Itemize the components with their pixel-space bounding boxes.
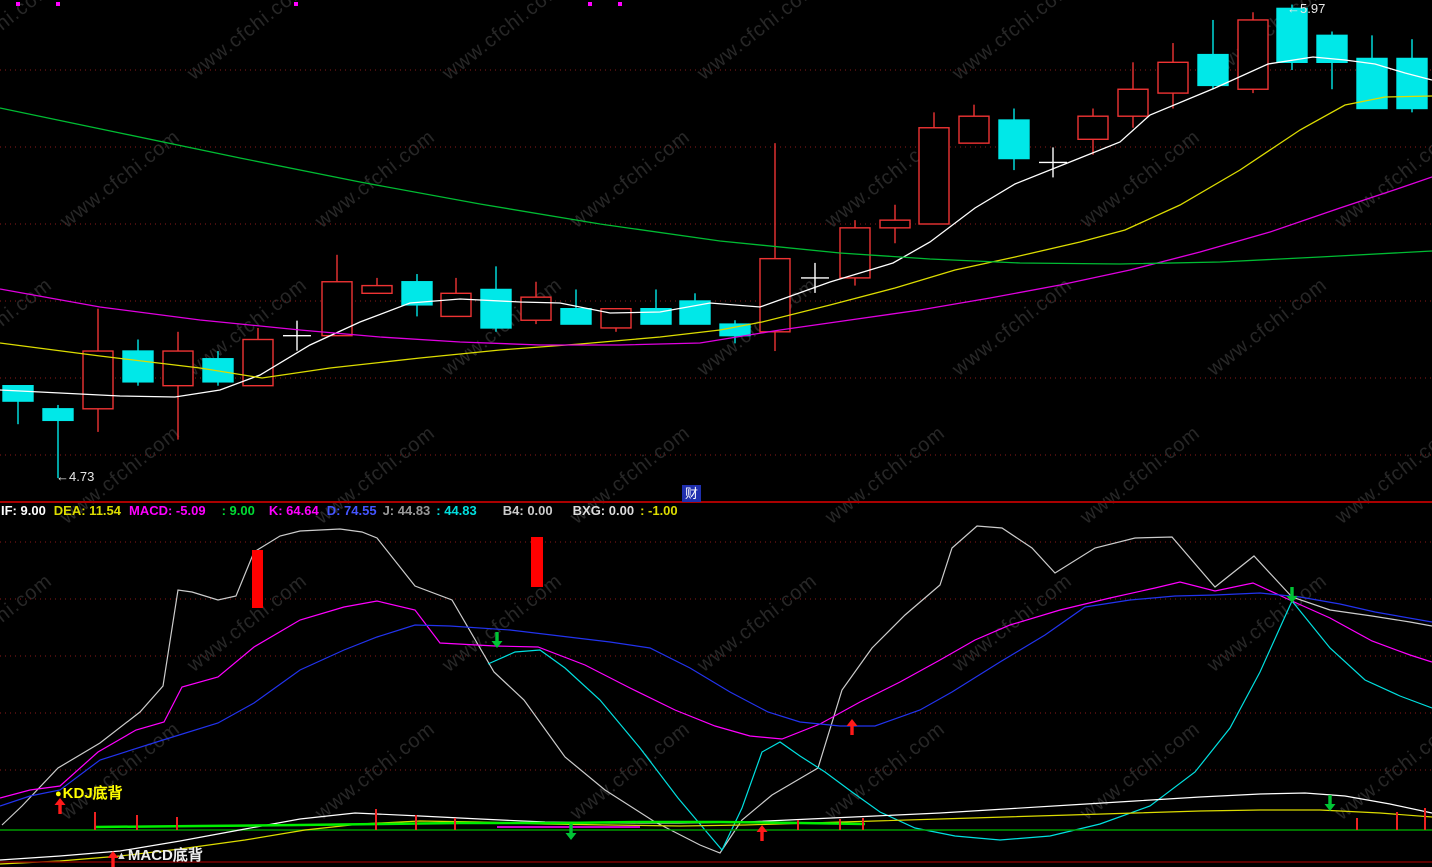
candle-down: [1396, 57, 1428, 110]
macd-divergence-label: ▲MACD底背: [116, 844, 203, 865]
k-line: [0, 581, 1432, 799]
up-arrow-icon: [846, 719, 858, 735]
ma-line-yellow: [0, 95, 1432, 379]
candle-down: [2, 385, 34, 402]
indicator-value-row: IF: 9.00 DEA: 11.54 MACD: -5.09 : 9.00 K: 64…: [1, 503, 678, 520]
candle-up: [361, 284, 393, 295]
candle-up: [520, 296, 552, 321]
indicator-value: MACD: -5.09: [129, 503, 206, 518]
candle-down: [480, 288, 512, 329]
up-arrow-icon: [54, 798, 66, 814]
candle-up: [600, 308, 632, 329]
candle-down: [998, 119, 1030, 160]
ma-line-magenta: [0, 176, 1432, 346]
indicator-value: DEA: 11.54: [53, 503, 121, 518]
indicator-value: : -1.00: [640, 503, 678, 518]
up-arrow-icon: [107, 851, 119, 867]
indicator-value: D: 74.55: [326, 503, 377, 518]
candle-up: [440, 292, 472, 318]
candle-down: [719, 323, 751, 337]
candle-down: [42, 408, 74, 422]
candle-up: [918, 127, 950, 225]
candle-up: [958, 115, 990, 144]
candle-down: [1316, 34, 1348, 63]
candle-down: [1197, 53, 1229, 87]
top-marker-dot: [294, 2, 298, 6]
signal-bar: [252, 550, 263, 608]
ma-line-green: [0, 107, 1432, 265]
price-low-label: ←4.73: [56, 469, 95, 484]
indicator-value: IF: 9.00: [1, 503, 46, 518]
indicator-value: B4: 0.00: [502, 503, 553, 518]
down-arrow-icon: [491, 632, 503, 648]
down-arrow-icon: [565, 824, 577, 840]
signal-bar: [531, 537, 543, 587]
down-arrow-icon: [1324, 795, 1336, 811]
top-marker-dot: [588, 2, 592, 6]
indicator-value: : 44.83: [436, 503, 477, 518]
green-energy-line: [94, 820, 866, 829]
macd-divergence-text: MACD底背: [127, 847, 203, 864]
candle-up: [1157, 61, 1189, 94]
candle-up: [1077, 115, 1109, 140]
candle-up: [1117, 88, 1149, 117]
cyan-line: [487, 599, 1432, 852]
j-line: [1, 525, 1432, 854]
signal-dot-icon: ●: [55, 788, 62, 800]
candle-down: [122, 350, 154, 383]
indicator-value: : 9.00: [221, 503, 255, 518]
kdj-divergence-text: KDJ底背: [62, 785, 123, 802]
top-marker-dot: [56, 2, 60, 6]
price-high-label: ←5.97: [1287, 1, 1326, 16]
candle-up: [242, 338, 274, 387]
triangle-marker-icon: ▲: [116, 850, 127, 862]
candle-up: [879, 219, 911, 229]
down-arrow-icon: [1286, 587, 1298, 603]
axis-tag: 财: [682, 485, 702, 502]
candle-up: [321, 281, 353, 337]
ma-line-white: [0, 56, 1432, 398]
candle-down: [401, 281, 433, 306]
candle-up: [82, 350, 114, 410]
candle-up: [1237, 19, 1269, 90]
indicator-value: J: 44.83: [382, 503, 431, 518]
indicator-value: BXG: 0.00: [572, 503, 635, 518]
top-marker-dot: [618, 2, 622, 6]
candle-down: [560, 308, 592, 325]
top-marker-dot: [16, 2, 20, 6]
d-line: [0, 592, 1432, 807]
indicator-value: K: 64.64: [268, 503, 319, 518]
dea-line: [0, 809, 1432, 865]
kdj-divergence-label: ●KDJ底背: [55, 782, 123, 803]
candle-down: [1276, 7, 1308, 64]
up-arrow-icon: [756, 825, 768, 841]
candle-up: [162, 350, 194, 387]
candle-up: [759, 257, 791, 333]
